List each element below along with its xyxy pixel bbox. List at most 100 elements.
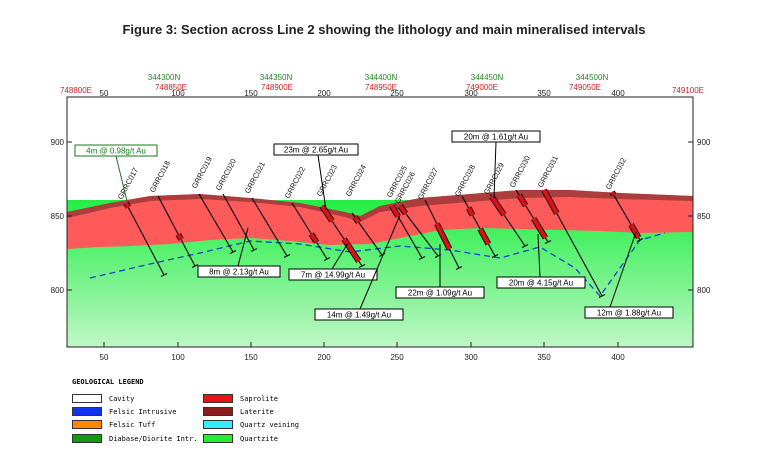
- intercept-callouts: 4m @ 0.98g/t Au 23m @ 2.65g/t Au 20m @ 1.6…: [74, 130, 674, 321]
- drillhole-label: GRRC024: [344, 163, 368, 198]
- callout-leader: [237, 227, 249, 267]
- legend-swatch: [72, 434, 102, 443]
- top-easting-label: 748900E: [261, 83, 293, 92]
- intercept-callout: 8m @ 2.13g/t Au: [197, 227, 281, 278]
- plot-frame: [66, 96, 694, 348]
- drill-trace: [251, 197, 288, 257]
- callout-box: [314, 308, 404, 321]
- callout-box: [74, 144, 158, 157]
- callout-leader: [609, 231, 637, 308]
- legend-label: Laterite: [240, 407, 274, 416]
- legend-label: Felsic Intrusive: [109, 407, 177, 416]
- drillhole-label: GRRC028: [453, 163, 477, 198]
- legend-item-felsic-intrusive: Felsic Intrusive: [72, 406, 176, 417]
- top-dist-label: 50: [100, 89, 109, 98]
- drill-end-tick: [544, 240, 552, 244]
- x-tick-label-400: 400: [611, 353, 625, 362]
- mineralised-interval: [320, 204, 334, 223]
- top-dist-label: 200: [317, 89, 331, 98]
- legend-item-laterite: Laterite: [203, 406, 274, 417]
- top-easting-label: 748950E: [365, 83, 397, 92]
- legend-swatch: [203, 420, 233, 429]
- mineralised-interval: [342, 237, 361, 263]
- callout-leader: [317, 154, 327, 211]
- x-tick-label-300: 300: [464, 353, 478, 362]
- figure-title: Figure 3: Section across Line 2 showing …: [122, 22, 646, 37]
- callout-label: 14m @ 1.49g/t Au: [327, 311, 391, 320]
- callout-box: [395, 286, 485, 299]
- top-easting-label: 748850E: [155, 83, 187, 92]
- x-tick-label-150: 150: [244, 353, 258, 362]
- x-tick-label-50: 50: [100, 353, 109, 362]
- intercept-callout: 12m @ 1.88g/t Au: [584, 231, 674, 319]
- intercept-callout: 23m @ 2.65g/t Au: [273, 143, 359, 211]
- mineralised-interval: [531, 217, 548, 239]
- legend-label: Quartzite: [240, 434, 278, 443]
- top-dist-label: 400: [611, 89, 625, 98]
- callout-label: 20m @ 1.61g/t Au: [464, 133, 528, 142]
- callout-label: 23m @ 2.65g/t Au: [284, 146, 348, 155]
- drill-end-tick: [378, 253, 386, 257]
- y-tick-label-right-900: 900: [697, 138, 711, 147]
- drill-end-tick: [323, 257, 331, 261]
- mineralised-interval: [435, 222, 452, 250]
- callout-label: 20m @ 4.15g/t Au: [509, 279, 573, 288]
- legend-swatch: [203, 434, 233, 443]
- drill-trace: [222, 193, 255, 251]
- intercept-callout: 20m @ 1.61g/t Au: [451, 130, 541, 199]
- drill-end-tick: [229, 250, 237, 254]
- mineralised-interval: [490, 195, 506, 216]
- callout-box: [273, 143, 359, 156]
- top-dist-label: 100: [171, 89, 185, 98]
- legend-item-saprolite: Saprolite: [203, 393, 278, 404]
- top-northing-label: 344400N: [365, 73, 398, 82]
- x-tick-label-200: 200: [317, 353, 331, 362]
- callout-box: [197, 265, 281, 278]
- legend-item-quartz-veining: Quartz veining: [203, 419, 299, 430]
- mineralised-interval: [124, 202, 131, 209]
- callout-leader: [359, 214, 401, 310]
- laterite-layer: [67, 190, 693, 222]
- drillhole-label: GRRC027: [416, 166, 440, 201]
- top-easting-label: 748800E: [60, 86, 92, 95]
- y-tick-label-right-800: 800: [697, 286, 711, 295]
- callout-box: [288, 268, 378, 281]
- drill-end-tick: [418, 256, 426, 260]
- mineralised-interval: [176, 233, 183, 241]
- callout-box: [496, 276, 586, 289]
- axis-labels: 50 100 150 200 250 300 350 400 900 850 800 900 850 80…: [51, 73, 711, 362]
- legend-swatch: [203, 394, 233, 403]
- drillhole-label: GRRC030: [508, 154, 532, 189]
- top-easting-label: 749050E: [569, 83, 601, 92]
- legend-swatch: [72, 407, 102, 416]
- top-easting-label: 749100E: [672, 86, 704, 95]
- legend-label: Diabase/Diorite Intr.: [109, 434, 198, 443]
- mineralised-interval: [390, 205, 400, 218]
- mineralised-interval: [309, 232, 319, 244]
- intercept-callout: 4m @ 0.98g/t Au: [74, 144, 158, 202]
- y-tick-label-right-850: 850: [697, 212, 711, 221]
- legend-item-felsic-tuff: Felsic Tuff: [72, 419, 155, 430]
- callout-leader: [331, 242, 349, 270]
- mineralised-interval: [466, 207, 475, 217]
- drill-trace: [461, 195, 496, 257]
- top-easting-label: 749000E: [466, 83, 498, 92]
- callout-leader: [493, 141, 497, 199]
- drillhole-label: GRRC019: [190, 155, 214, 190]
- mineralised-interval: [398, 204, 408, 215]
- callout-label: 12m @ 1.88g/t Au: [597, 309, 661, 318]
- top-dist-label: 300: [464, 89, 478, 98]
- callout-leader: [115, 155, 128, 202]
- top-northing-label: 344500N: [576, 73, 609, 82]
- intercept-callout: 7m @ 14.99g/t Au: [288, 242, 378, 281]
- drill-end-tick: [521, 244, 529, 248]
- mineralised-interval: [353, 216, 361, 224]
- y-tick-label-left-850: 850: [51, 212, 65, 221]
- legend-label: Felsic Tuff: [109, 420, 156, 429]
- callout-leader: [537, 233, 541, 278]
- legend-title: GEOLOGICAL LEGEND: [72, 378, 144, 386]
- drillhole-label: GRRC018: [148, 159, 172, 194]
- drillhole-label: GRRC023: [315, 163, 339, 198]
- drillhole-label: GRRC022: [283, 165, 307, 200]
